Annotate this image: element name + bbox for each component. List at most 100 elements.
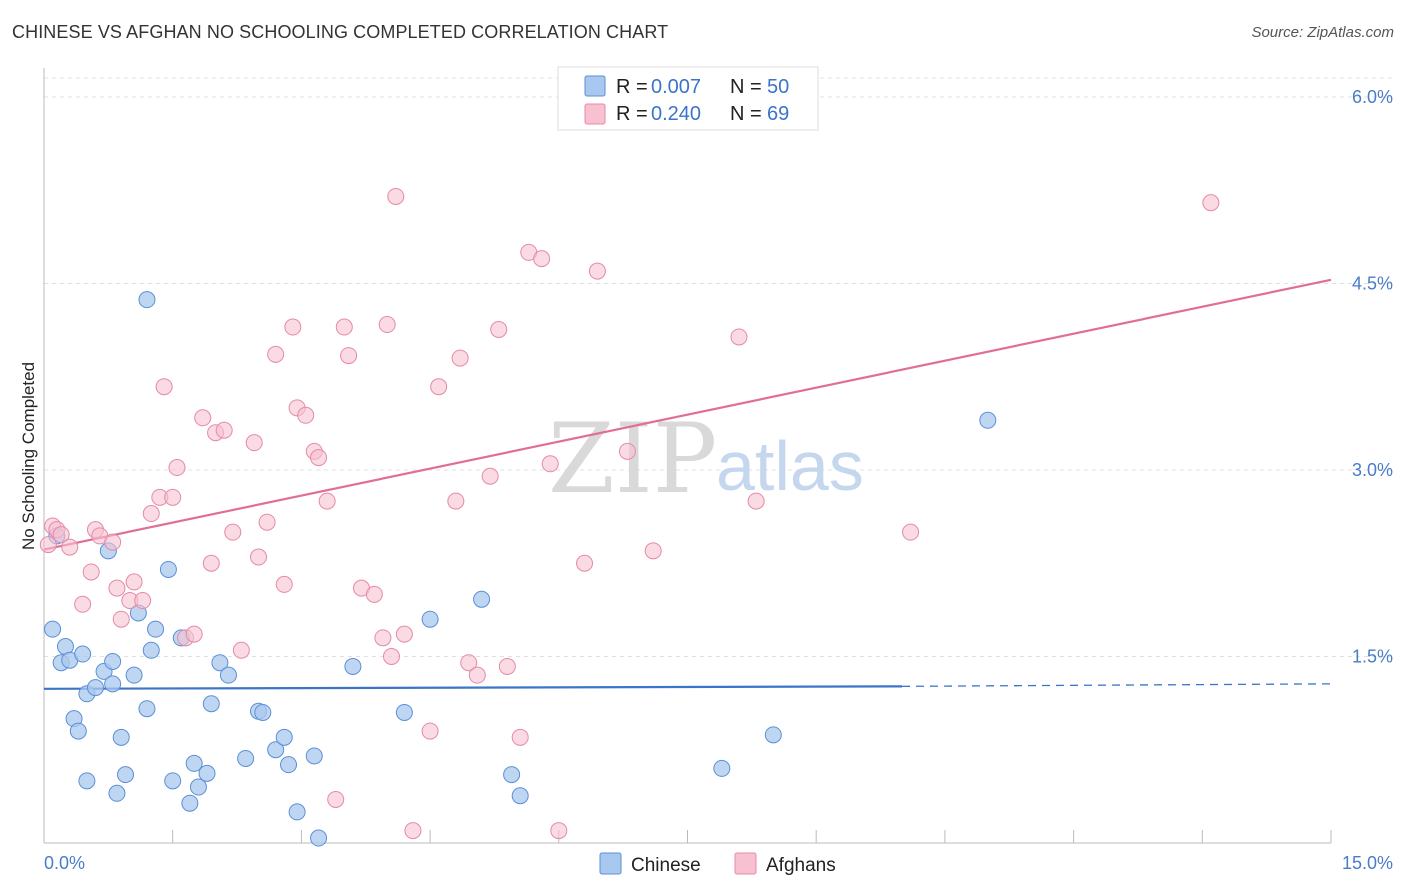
afghan-trend-line	[43, 278, 1332, 551]
legend-n-label-afghans: N =	[730, 103, 762, 125]
afghan-point	[168, 459, 186, 477]
chinese-point	[503, 766, 521, 784]
afghan-point	[327, 790, 345, 808]
chinese-point	[164, 772, 182, 790]
trend-lines	[43, 278, 1332, 690]
chinese-point	[189, 778, 207, 796]
chinese-point	[104, 652, 122, 670]
afghan-point	[185, 625, 203, 643]
legend-swatch-chinese	[584, 75, 606, 97]
bottom-legend-swatch-chinese	[599, 852, 622, 875]
afghan-point	[747, 492, 765, 510]
legend-r-label-afghans: R =	[616, 103, 648, 125]
afghan-point	[576, 554, 594, 572]
afghan-point	[335, 318, 353, 336]
afghan-point	[52, 526, 70, 544]
afghan-point	[451, 349, 469, 367]
x-tick-labels: 0.0% 15.0%	[44, 853, 1393, 873]
chinese-point	[44, 620, 62, 638]
afghan-point	[194, 409, 212, 427]
afghan-point	[387, 187, 405, 205]
afghan-point	[245, 434, 263, 452]
chinese-point	[138, 700, 156, 718]
chinese-point	[108, 784, 126, 802]
chinese-point	[395, 703, 413, 721]
chinese-point	[117, 766, 135, 784]
afghan-point	[421, 722, 439, 740]
y-tick-label: 1.5%	[1352, 647, 1393, 667]
afghan-point	[61, 538, 79, 556]
afghan-point	[267, 345, 285, 363]
axes	[43, 68, 1332, 844]
x-tick-label-max: 15.0%	[1342, 853, 1393, 873]
chinese-point	[78, 772, 96, 790]
afghan-point	[202, 554, 220, 572]
afghan-point	[511, 728, 529, 746]
bottom-legend-label-chinese: Chinese	[631, 855, 701, 876]
afghan-point	[481, 467, 499, 485]
correlation-legend: R = 0.007 N = 50 R = 0.240 N = 69	[557, 66, 819, 131]
y-tick-label: 3.0%	[1352, 460, 1393, 480]
chinese-point	[713, 759, 731, 777]
chinese-trend-extension	[901, 683, 1332, 687]
afghan-point	[142, 505, 160, 523]
chinese-point	[280, 756, 298, 774]
afghan-point	[365, 585, 383, 603]
afghan-point	[902, 523, 920, 541]
chinese-point	[147, 620, 165, 638]
chinese-point	[104, 675, 122, 693]
afghan-point	[404, 822, 422, 840]
afghan-point	[374, 629, 392, 647]
afghan-point	[250, 548, 267, 566]
afghan-point	[74, 595, 92, 613]
chinese-points	[44, 291, 997, 847]
legend-swatch-afghans	[584, 103, 606, 125]
afghan-point	[541, 455, 559, 473]
legend-r-value-afghans: 0.240	[651, 103, 701, 125]
afghan-point	[644, 542, 662, 560]
chinese-point	[473, 590, 491, 608]
y-tick-label: 6.0%	[1352, 87, 1393, 107]
legend-n-value-chinese: 50	[767, 76, 789, 98]
afghan-point	[395, 625, 413, 643]
chinese-point	[979, 411, 997, 429]
chinese-point	[211, 654, 229, 672]
afghan-point	[82, 563, 100, 581]
chinese-point	[202, 695, 220, 713]
afghan-point	[533, 250, 551, 268]
chinese-point	[86, 679, 104, 697]
watermark-zip: ZIP	[548, 403, 717, 515]
afghan-point	[460, 654, 478, 672]
afghan-point	[468, 666, 486, 684]
y-axis-title: No Schooling Completed	[19, 362, 38, 550]
afghan-point	[318, 492, 336, 510]
chinese-point	[288, 803, 306, 821]
afghan-point	[134, 592, 152, 610]
afghan-point	[382, 648, 400, 665]
chinese-point	[310, 829, 328, 847]
afghan-point	[430, 378, 448, 396]
chinese-point	[198, 764, 216, 782]
afghan-point	[112, 610, 130, 628]
x-tick-label-min: 0.0%	[44, 853, 85, 873]
afghan-point	[215, 421, 233, 439]
chinese-point	[511, 787, 529, 805]
afghan-point	[108, 579, 126, 597]
afghan-point	[378, 316, 396, 334]
chinese-point	[305, 747, 323, 765]
watermark: ZIP atlas	[548, 403, 864, 515]
watermark-atlas: atlas	[716, 427, 864, 505]
chinese-point	[764, 726, 782, 744]
chinese-point	[219, 666, 237, 684]
afghan-point	[104, 533, 122, 551]
chinese-point	[142, 641, 160, 659]
afghan-point	[730, 328, 748, 346]
afghan-point	[224, 523, 242, 541]
afghan-point	[498, 657, 516, 675]
legend-n-label-chinese: N =	[730, 76, 762, 98]
source-credit: Source: ZipAtlas.com	[1251, 24, 1394, 41]
afghan-point	[164, 488, 182, 506]
chinese-point	[181, 794, 199, 812]
gridlines	[44, 77, 1393, 657]
